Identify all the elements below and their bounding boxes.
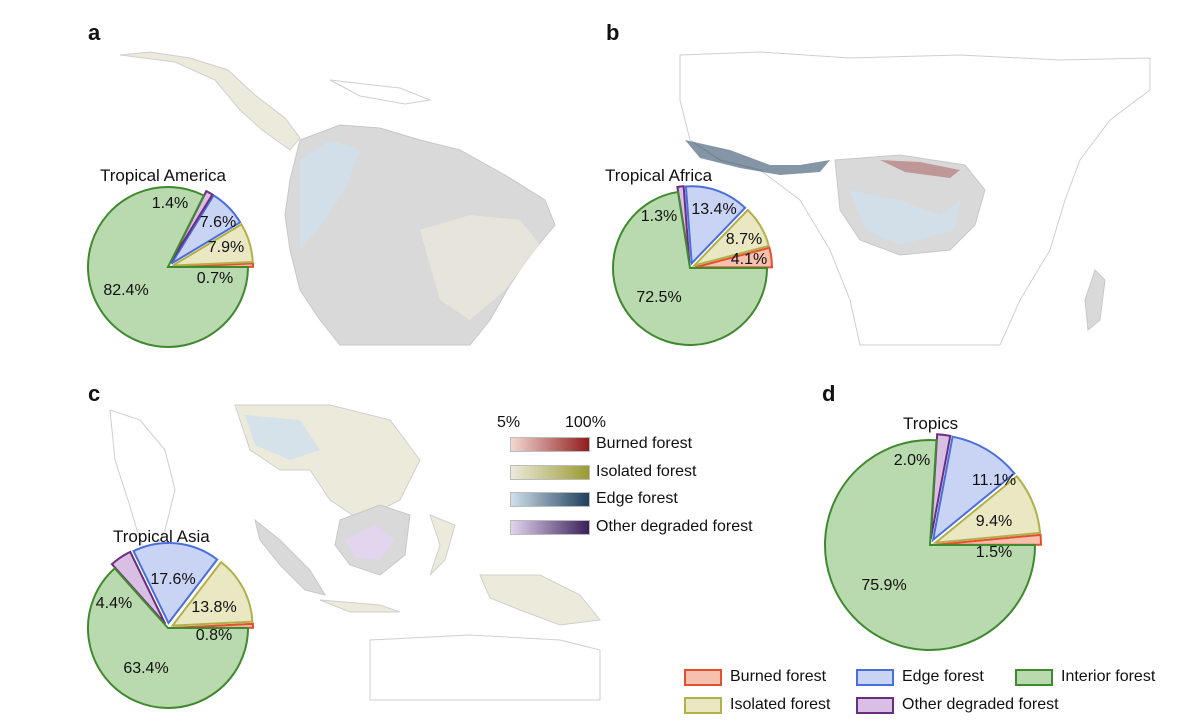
map-madagascar xyxy=(1084,269,1106,331)
panel-letter-b: b xyxy=(606,20,620,45)
pie-slice-3-interior xyxy=(824,439,1037,651)
pie-charts: 0.7% 7.9% 7.6% 1.4% 82.4% 4.1% 8.7% 13.4% 1.3% 72… xyxy=(87,185,1042,709)
pie-slice-2-isolated xyxy=(170,560,254,627)
region-title-tropical-africa: Tropical Africa xyxy=(605,166,713,185)
pie-label-3-burned: 1.5% xyxy=(976,544,1012,561)
map-tropical-asia xyxy=(109,404,601,701)
swatch-other xyxy=(856,696,894,714)
map-tropical-america xyxy=(119,51,556,346)
legend-gradient-label-isolated: Isolated forest xyxy=(596,463,697,480)
map-sulawesi xyxy=(429,514,456,576)
map-australia xyxy=(369,634,601,701)
pie-slice-1-burned xyxy=(694,246,773,269)
legend-gradient-edge: Edge forest xyxy=(510,490,678,508)
pie-slice-3-isolated xyxy=(932,474,1042,545)
swatch-edge xyxy=(856,668,894,686)
pie-label-1-isolated: 8.7% xyxy=(726,231,762,248)
map-borneo-other xyxy=(345,525,395,560)
legend-gradient-isolated: Isolated forest xyxy=(510,463,697,481)
region-title-tropics: Tropics xyxy=(903,414,959,433)
map-java xyxy=(319,599,401,613)
map-new-guinea xyxy=(479,574,601,626)
pie-slice-2-burned xyxy=(172,622,254,629)
legend-gradient-label-burned: Burned forest xyxy=(596,435,693,452)
pie-label-0-interior: 82.4% xyxy=(103,282,148,299)
gradient-bar-other xyxy=(510,519,590,535)
pie-label-3-edge: 11.1% xyxy=(972,472,1016,489)
map-mainland-edge xyxy=(245,415,320,460)
map-amazon-edge xyxy=(300,140,360,250)
map-sumatra xyxy=(254,518,327,596)
pie-slice-3-burned xyxy=(935,533,1042,546)
map-central-america xyxy=(119,51,301,151)
legend-scale-high: 100% xyxy=(565,414,606,431)
pie-slice-0-other xyxy=(169,189,214,264)
pie-slice-1-edge xyxy=(684,185,747,266)
pie-slice-2-edge xyxy=(132,542,219,625)
pie-label-2-other: 4.4% xyxy=(96,595,132,612)
legend-gradient-label-edge: Edge forest xyxy=(596,490,678,507)
pie-slice-0-interior xyxy=(87,186,250,348)
legend-gradient-burned: Burned forest xyxy=(510,435,692,453)
map-caribbean xyxy=(329,79,432,105)
legend-d-interior: Interior forest xyxy=(1015,668,1155,686)
pie-slice-3-edge xyxy=(931,435,1016,543)
pie-label-0-edge: 7.6% xyxy=(200,214,236,231)
pie-label-2-burned: 0.8% xyxy=(196,627,232,644)
legend-gradient-other: Other degraded forest xyxy=(510,518,753,536)
gradient-bar-edge xyxy=(510,491,590,507)
region-title-tropical-america: Tropical America xyxy=(100,166,226,185)
legend-d-burned: Burned forest xyxy=(684,668,826,686)
map-congo-burned xyxy=(880,160,960,178)
pie-label-1-burned: 4.1% xyxy=(731,251,767,268)
pie-label-2-interior: 63.4% xyxy=(123,660,168,677)
pie-slice-1-isolated xyxy=(691,208,770,268)
gradient-bar-burned xyxy=(510,436,590,452)
legend-d-label-isolated: Isolated forest xyxy=(730,696,831,713)
pie-slice-1-interior xyxy=(612,190,769,346)
pie-slice-2-interior xyxy=(87,566,250,709)
pie-label-2-isolated: 13.8% xyxy=(191,599,236,616)
map-congo-edge xyxy=(850,190,960,245)
pie-label-0-isolated: 7.9% xyxy=(208,239,244,256)
swatch-burned xyxy=(684,668,722,686)
legend-d-label-other: Other degraded forest xyxy=(902,696,1059,713)
pie-label-3-other: 2.0% xyxy=(894,452,930,469)
pie-slice-0-isolated xyxy=(172,223,254,267)
legend-d-edge: Edge forest xyxy=(856,668,984,686)
pie-label-1-edge: 13.4% xyxy=(691,201,736,218)
map-tropical-africa xyxy=(679,51,1151,346)
panel-letter-a: a xyxy=(88,20,101,45)
legend-scale-low: 5% xyxy=(497,414,521,431)
pie-slice-0-edge xyxy=(170,194,242,265)
map-south-america-isolated xyxy=(420,215,540,320)
pie-label-3-isolated: 9.4% xyxy=(976,513,1012,530)
pie-slice-2-other xyxy=(110,550,167,625)
legend-d-label-burned: Burned forest xyxy=(730,668,827,685)
pie-label-0-other: 1.4% xyxy=(152,195,188,212)
legend-d-other: Other degraded forest xyxy=(856,696,1059,714)
panel-letter-d: d xyxy=(822,381,836,406)
pie-label-1-other: 1.3% xyxy=(641,208,677,225)
pie-label-3-interior: 75.9% xyxy=(861,577,906,594)
legend-d-isolated: Isolated forest xyxy=(684,696,831,714)
map-africa-coast-edge xyxy=(685,140,830,175)
legend-d-label-edge: Edge forest xyxy=(902,668,984,685)
pie-label-2-edge: 17.6% xyxy=(150,571,195,588)
gradient-bar-isolated xyxy=(510,464,590,480)
pie-label-0-burned: 0.7% xyxy=(197,270,233,287)
panel-letter-c: c xyxy=(88,381,101,406)
legend-d-label-interior: Interior forest xyxy=(1061,668,1156,685)
swatch-interior xyxy=(1015,668,1053,686)
pie-label-1-interior: 72.5% xyxy=(636,289,681,306)
region-title-tropical-asia: Tropical Asia xyxy=(113,527,210,546)
legend-gradient-label-other: Other degraded forest xyxy=(596,518,753,535)
swatch-isolated xyxy=(684,696,722,714)
